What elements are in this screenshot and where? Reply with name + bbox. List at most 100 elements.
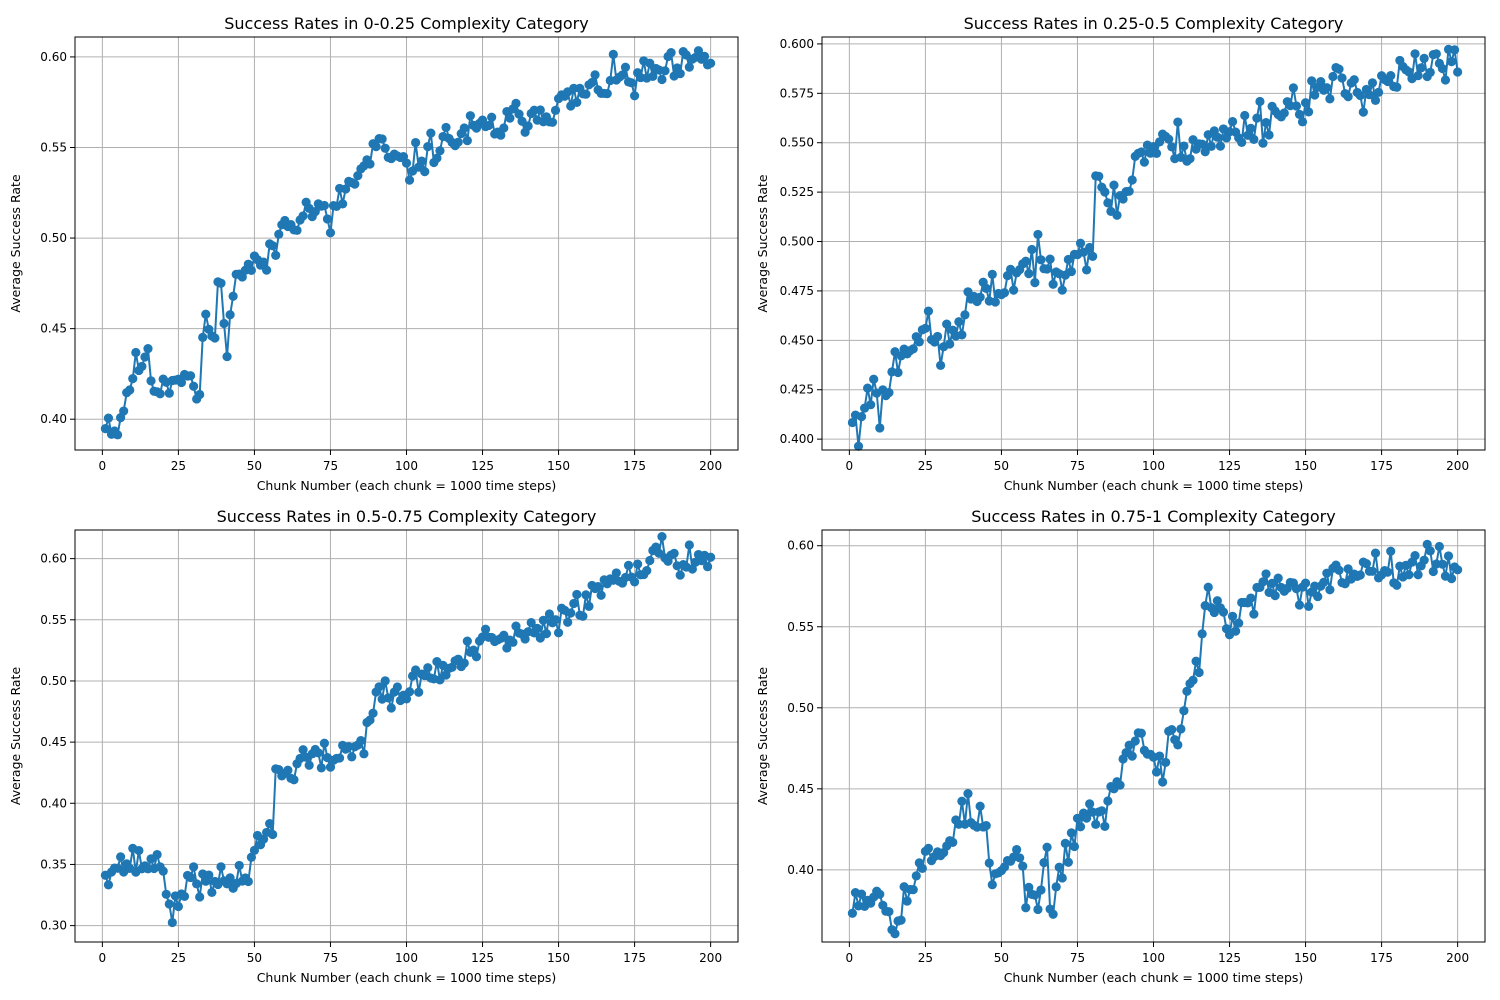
data-point [590, 70, 600, 80]
data-point [1234, 618, 1244, 628]
x-axis-label: Chunk Number (each chunk = 1000 time ste… [1004, 970, 1304, 985]
data-point [1258, 577, 1268, 587]
y-axis-label: Average Success Rate [8, 174, 23, 313]
data-point [908, 344, 918, 354]
data-point [908, 885, 918, 895]
data-point [1249, 609, 1259, 619]
chart-panel-4: 0 25 50 75 100 125 150 175 200 0.40 0.45 0.50 0.55 0.… [755, 507, 1486, 985]
data-point [684, 62, 694, 72]
data-point [1179, 706, 1189, 716]
data-point [1063, 857, 1073, 867]
x-tick-label: 100 [395, 951, 418, 965]
data-point [1413, 71, 1423, 81]
data-point [1081, 813, 1092, 823]
data-point [645, 555, 655, 566]
data-point [550, 105, 561, 115]
data-point [249, 845, 260, 855]
data-point [304, 760, 314, 770]
data-point [453, 137, 463, 147]
data-point [1246, 593, 1256, 603]
data-point [1188, 675, 1198, 685]
data-point [630, 91, 640, 101]
data-point [1334, 64, 1344, 74]
data-point [1024, 882, 1034, 892]
data-point [975, 292, 985, 302]
data-point [1173, 117, 1183, 127]
data-point [462, 136, 472, 146]
data-point [945, 339, 955, 349]
data-point [1033, 229, 1043, 240]
data-point [1033, 904, 1043, 915]
data-point [392, 682, 402, 692]
data-point [866, 400, 876, 410]
data-point [128, 374, 138, 384]
data-point [1288, 83, 1298, 93]
data-point [1136, 728, 1146, 738]
data-point [1419, 53, 1429, 63]
data-point [1039, 858, 1049, 868]
data-point [234, 860, 244, 871]
data-point [1449, 45, 1460, 55]
series-line [851, 541, 1459, 937]
data-point [322, 214, 333, 224]
data-point [1136, 147, 1146, 157]
data-point [1383, 567, 1393, 577]
data-point [1261, 569, 1271, 579]
data-point [319, 738, 329, 748]
data-point [1328, 71, 1338, 82]
data-point [1249, 134, 1259, 144]
data-point [1370, 548, 1381, 558]
x-tick-label: 125 [471, 951, 494, 965]
data-point [225, 873, 235, 883]
series-line [851, 49, 1459, 447]
data-point [1279, 108, 1289, 118]
data-point [298, 745, 308, 755]
x-tick-label: 150 [1294, 951, 1317, 965]
x-axis-label: Chunk Number (each chunk = 1000 time ste… [257, 970, 557, 985]
data-point [502, 643, 512, 653]
y-tick-label: 0.500 [780, 235, 814, 249]
data-point [1100, 187, 1110, 197]
data-point [1446, 57, 1457, 67]
x-tick-label: 50 [994, 951, 1009, 965]
data-point [298, 211, 308, 221]
data-point [134, 845, 144, 856]
data-point [508, 637, 518, 647]
x-tick-label: 150 [547, 459, 570, 473]
data-point [103, 413, 114, 423]
data-point [699, 51, 710, 61]
data-point [856, 889, 867, 899]
data-point [1206, 141, 1216, 151]
x-tick-label: 200 [1446, 459, 1469, 473]
data-point [417, 156, 427, 166]
data-point [289, 775, 299, 785]
chart-title: Success Rates in 0.75-1 Complexity Categ… [971, 507, 1335, 526]
x-tick-label: 0 [846, 459, 854, 473]
x-tick-label: 200 [1446, 951, 1469, 965]
data-point [116, 852, 126, 862]
data-point [1154, 751, 1165, 761]
data-point [1392, 580, 1402, 590]
grid [75, 37, 738, 450]
data-point [1164, 134, 1174, 144]
data-point [222, 351, 232, 362]
data-point [1027, 244, 1037, 255]
data-point [511, 621, 521, 631]
data-point [195, 892, 205, 902]
data-point [847, 417, 858, 428]
data-point [1215, 141, 1226, 151]
data-point [1410, 49, 1420, 59]
data-point [1307, 76, 1317, 86]
data-point [164, 388, 174, 398]
data-point [225, 310, 235, 320]
data-point [884, 388, 894, 398]
data-point [334, 753, 345, 763]
y-tick-label: 0.475 [780, 284, 814, 298]
data-point [1048, 279, 1058, 289]
data-point [893, 367, 903, 378]
data-point [611, 568, 621, 578]
data-point [1030, 890, 1040, 900]
data-point [569, 598, 579, 609]
x-tick-label: 50 [247, 951, 262, 965]
data-point [657, 532, 667, 542]
